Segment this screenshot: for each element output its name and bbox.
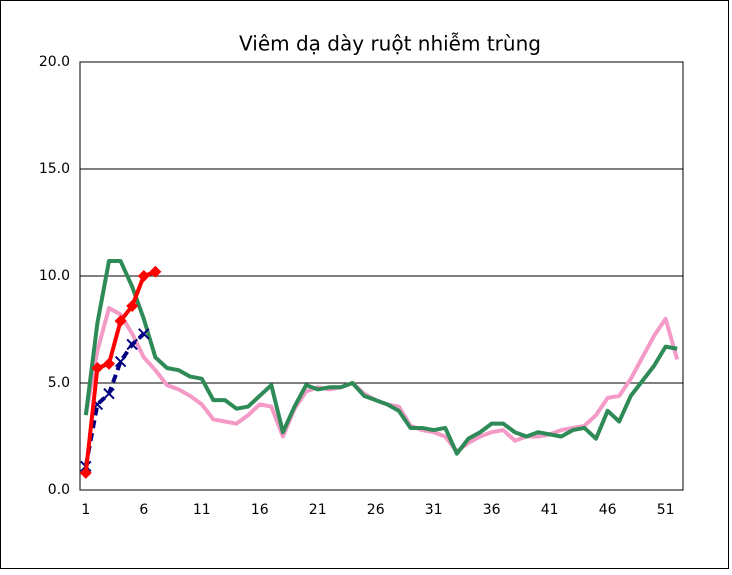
- marker: [138, 328, 150, 340]
- y-tick-label: 5.0: [48, 375, 70, 391]
- x-tick-label: 21: [309, 502, 327, 518]
- x-tick-label: 6: [139, 502, 148, 518]
- marker: [126, 338, 138, 351]
- marker: [137, 270, 150, 282]
- marker: [126, 299, 139, 312]
- y-tick-label: 0.0: [48, 482, 70, 498]
- y-tick-label: 10.0: [39, 268, 70, 284]
- y-tick-label: 15.0: [39, 161, 70, 177]
- plot-frame: [79, 61, 684, 491]
- marker: [149, 265, 162, 278]
- chart-title: Viêm dạ dày ruột nhiễm trùng: [239, 32, 541, 56]
- marker: [114, 355, 127, 368]
- x-tick-label: 11: [193, 502, 211, 518]
- marker: [102, 357, 115, 370]
- x-tick-label: 16: [251, 502, 269, 518]
- x-tick-label: 26: [367, 502, 385, 518]
- series-line: [83, 259, 678, 456]
- x-tick-label: 46: [599, 502, 617, 518]
- y-tick-label: 20.0: [39, 54, 70, 70]
- marker: [114, 314, 127, 327]
- x-tick-label: 36: [483, 502, 501, 518]
- x-tick-label: 31: [425, 502, 443, 518]
- x-tick-label: 41: [541, 502, 559, 518]
- x-tick-label: 1: [81, 502, 90, 518]
- marker: [91, 362, 104, 375]
- marker: [103, 387, 115, 400]
- marker: [79, 466, 92, 479]
- x-tick-label: 51: [657, 502, 675, 518]
